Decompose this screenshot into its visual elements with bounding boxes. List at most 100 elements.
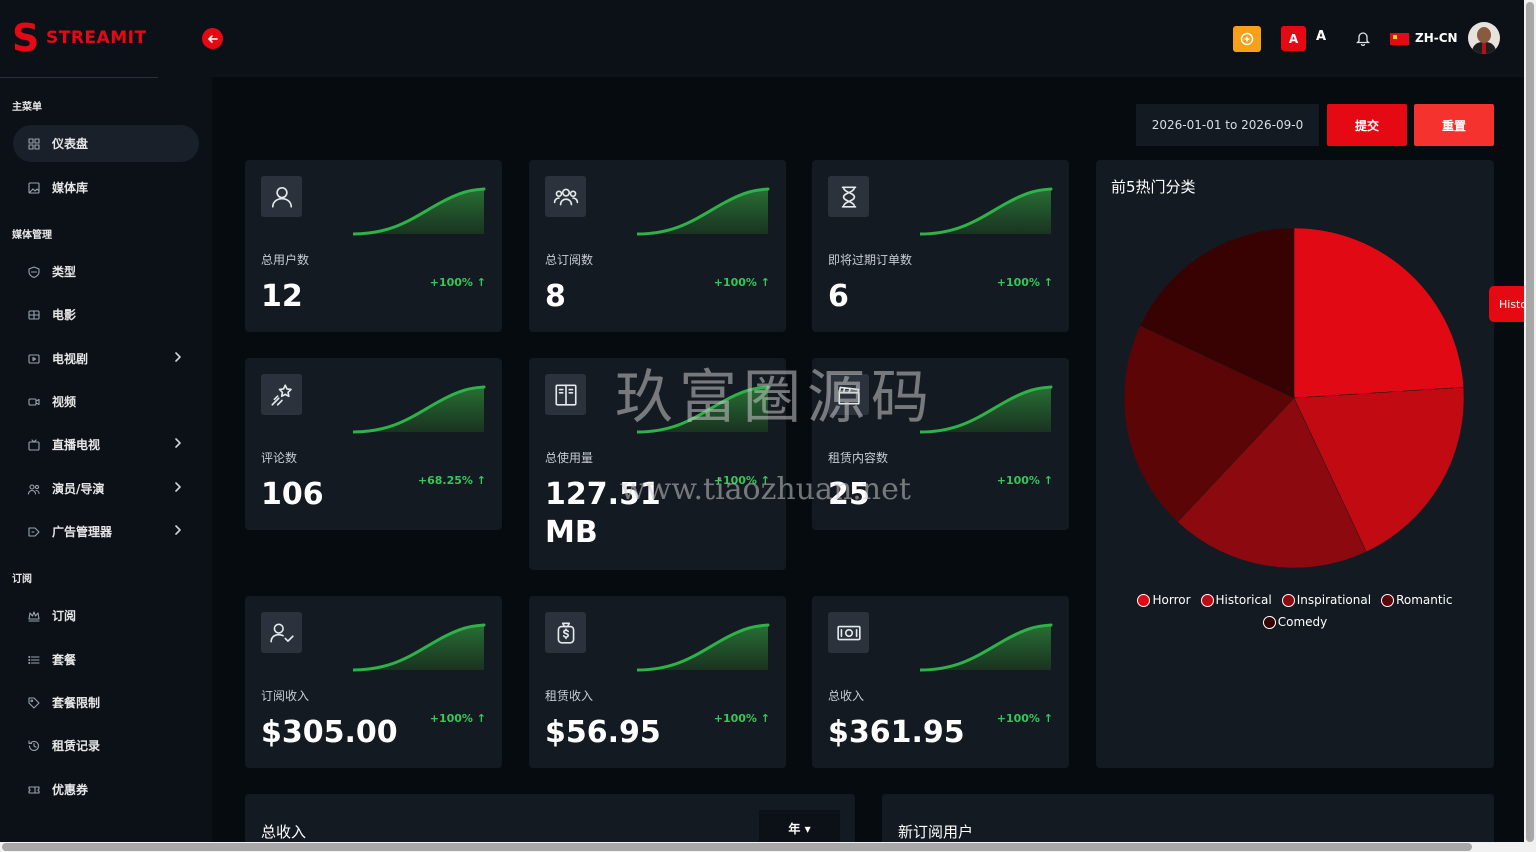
sidebar-item-label: 订阅 (52, 609, 77, 623)
sparkline (920, 187, 1053, 236)
period-select[interactable]: 年 ▾ (759, 810, 840, 846)
font-size-small-button[interactable]: A (1316, 29, 1327, 44)
sparkline (920, 385, 1053, 434)
stat-value: 12 (261, 279, 303, 314)
reset-button[interactable]: 重置 (1414, 104, 1494, 146)
stat-change: +100% ↑ (996, 276, 1053, 289)
sparkline (353, 187, 486, 236)
stat-value: $361.95 (828, 715, 965, 750)
sparkline (637, 385, 770, 434)
stat-change: +100% ↑ (996, 474, 1053, 487)
group-icon (545, 176, 586, 217)
legend-item[interactable]: Horror (1137, 592, 1191, 608)
group-icon (553, 188, 578, 205)
stat-card: 总用户数 12 +100% ↑ (245, 160, 502, 332)
notifications-button[interactable] (1355, 30, 1371, 50)
ad-icon (28, 526, 40, 537)
submit-button[interactable]: 提交 (1327, 104, 1407, 146)
clapper-icon (828, 374, 869, 415)
sparkline (353, 623, 486, 672)
stat-label: 租赁收入 (545, 689, 594, 703)
chevron-right-icon (175, 352, 181, 362)
language-selector[interactable]: ZH-CN (1415, 31, 1458, 45)
sidebar-item[interactable]: 电影 (13, 296, 199, 333)
stat-card: 即将过期订单数 6 +100% ↑ (812, 160, 1069, 332)
sidebar-item[interactable]: 类型 (13, 253, 199, 290)
legend-label: Comedy (1277, 615, 1328, 629)
sparkline (637, 187, 770, 236)
add-button[interactable] (1233, 26, 1261, 52)
brand-name: STREAMIT (46, 28, 147, 48)
ticket-icon (28, 785, 40, 794)
date-range-picker[interactable]: 2026-01-01 to 2026-09-0 (1136, 104, 1319, 146)
brand-logo[interactable]: S STREAMIT (12, 19, 147, 57)
sidebar-item[interactable]: 演员/导演 (13, 470, 199, 507)
legend-item[interactable]: Historical (1200, 592, 1272, 608)
stat-card: 订阅收入 $305.00 +100% ↑ (245, 596, 502, 768)
legend-label: Horror (1152, 593, 1191, 607)
pie-slice-inspirational[interactable] (1177, 397, 1367, 568)
shield-icon (28, 265, 40, 278)
sidebar-item[interactable]: 电视剧 (13, 340, 199, 377)
crown-icon (27, 609, 41, 623)
stat-label: 租赁内容数 (828, 451, 889, 465)
film-icon (28, 309, 40, 320)
avatar-face (1477, 27, 1491, 43)
stat-value: 106 (261, 477, 324, 512)
crown-icon (28, 610, 40, 622)
sidebar: S STREAMIT 仪表盘媒体库类型电影电视剧视频直播电视演员/导演广告管理器… (0, 0, 212, 852)
pie-slice-romantic[interactable] (1124, 325, 1295, 523)
legend-swatch (1200, 593, 1214, 607)
stat-change: +100% ↑ (713, 712, 770, 725)
pie-slice-historical[interactable] (1293, 387, 1464, 553)
sidebar-item[interactable]: 仪表盘 (13, 125, 199, 162)
user-avatar[interactable] (1468, 22, 1500, 54)
stat-label: 评论数 (261, 451, 298, 465)
user-check-icon (269, 623, 294, 642)
stat-change: +100% ↑ (429, 276, 486, 289)
list-icon (27, 653, 41, 667)
nav-section-title: 订阅 (12, 574, 32, 585)
user-check-icon (261, 612, 302, 653)
pie-slice-comedy[interactable] (1139, 228, 1295, 399)
stars-icon (270, 383, 292, 406)
sidebar-item[interactable]: 套餐限制 (13, 684, 199, 721)
sidebar-item[interactable]: 优惠券 (13, 771, 199, 808)
tag-icon (28, 696, 40, 709)
sidebar-item[interactable]: 套餐 (13, 641, 199, 678)
sidebar-item[interactable]: 直播电视 (13, 426, 199, 463)
vertical-scrollbar-thumb[interactable] (1526, 2, 1534, 842)
stat-card: 租赁内容数 25 +100% ↑ (812, 358, 1069, 530)
sidebar-item[interactable]: 广告管理器 (13, 513, 199, 550)
sidebar-item-label: 租赁记录 (52, 739, 101, 753)
bell-icon (1355, 32, 1371, 47)
horizontal-scrollbar-thumb[interactable] (2, 843, 1472, 851)
stat-label: 订阅收入 (261, 689, 310, 703)
pie-slice-horror[interactable] (1293, 228, 1464, 399)
grid-icon (27, 137, 41, 151)
legend-item[interactable]: Inspirational (1281, 592, 1371, 608)
sidebar-item[interactable]: 订阅 (13, 597, 199, 634)
stat-value: $305.00 (261, 715, 398, 750)
sidebar-item[interactable]: 租赁记录 (13, 727, 199, 764)
film-icon (27, 308, 41, 322)
history-tab[interactable]: Histo (1489, 286, 1529, 322)
stat-change: +100% ↑ (713, 276, 770, 289)
image-icon (28, 181, 40, 194)
sidebar-item-label: 套餐 (52, 653, 77, 667)
pie-chart (1124, 228, 1464, 568)
sidebar-item-label: 套餐限制 (52, 696, 101, 710)
nav-section-title: 媒体管理 (12, 230, 52, 241)
sidebar-item[interactable]: 媒体库 (13, 169, 199, 206)
stat-value: 25 (828, 477, 870, 512)
sidebar-item-label: 电视剧 (52, 352, 89, 366)
chevron-right-icon (173, 437, 183, 452)
cash-icon (836, 625, 861, 640)
legend-item[interactable]: Romantic (1381, 592, 1453, 608)
legend-item[interactable]: Comedy (1262, 614, 1328, 630)
collapse-sidebar-button[interactable] (202, 28, 223, 49)
sidebar-item[interactable]: 视频 (13, 383, 199, 420)
history-icon (28, 739, 40, 751)
font-size-large-button[interactable]: A (1281, 26, 1306, 51)
tv-play-icon (28, 353, 40, 364)
